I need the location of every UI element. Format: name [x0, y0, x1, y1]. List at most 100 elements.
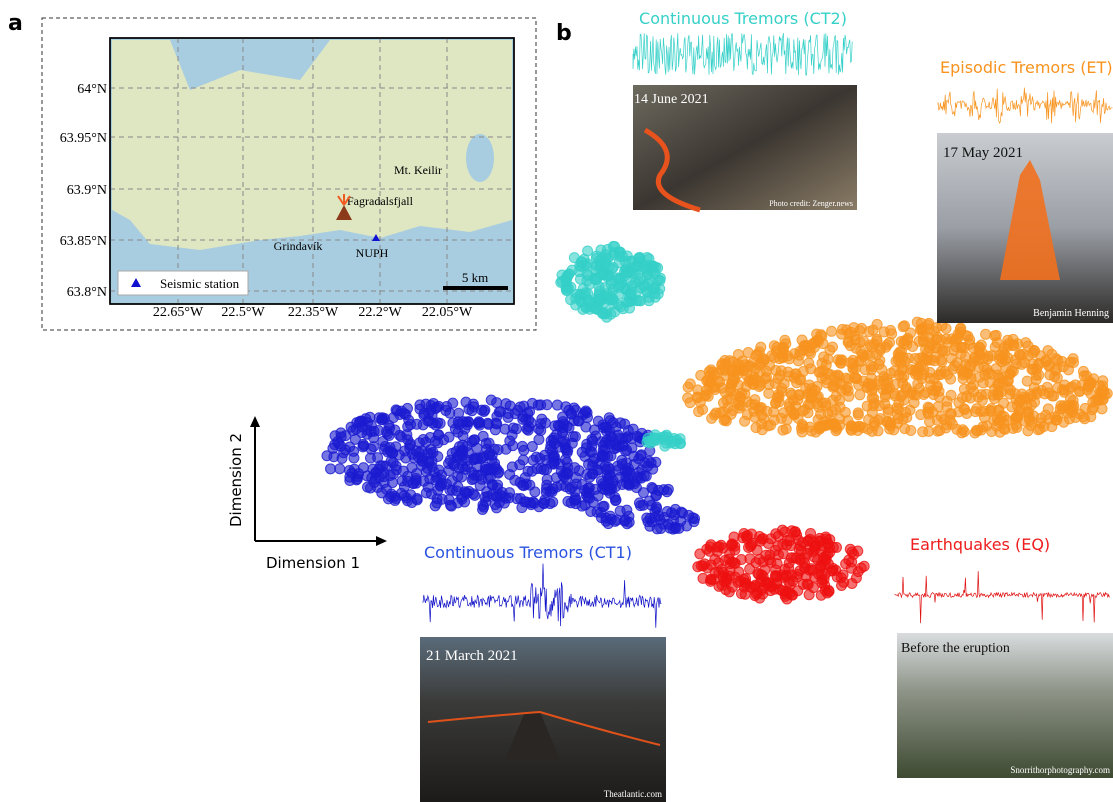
dot: [688, 513, 698, 523]
dot: [920, 354, 930, 364]
dot: [539, 499, 549, 509]
dot: [1031, 370, 1041, 380]
dot: [402, 493, 412, 503]
dot: [1023, 341, 1033, 351]
dot: [877, 365, 887, 375]
dot: [591, 275, 601, 285]
dot: [976, 390, 986, 400]
dot: [966, 362, 976, 372]
dot: [862, 382, 872, 392]
dot: [550, 439, 560, 449]
dot: [955, 324, 965, 334]
dot: [872, 319, 882, 329]
dot: [390, 495, 400, 505]
dot: [992, 338, 1002, 348]
dot: [532, 464, 542, 474]
dot: [795, 566, 805, 576]
dot: [993, 380, 1003, 390]
axis-label: Dimension 2: [227, 433, 245, 527]
dot: [862, 401, 872, 411]
dot: [846, 425, 856, 435]
dot: [1019, 392, 1029, 402]
dot: [959, 404, 969, 414]
dot: [807, 565, 817, 575]
dot: [855, 390, 865, 400]
dot: [676, 507, 686, 517]
dot: [961, 352, 971, 362]
dot: [625, 257, 635, 267]
dot: [1086, 379, 1096, 389]
dot: [1059, 401, 1069, 411]
dot: [662, 487, 672, 497]
dot: [333, 437, 343, 447]
dot: [840, 407, 850, 417]
dot: [789, 373, 799, 383]
dot: [566, 408, 576, 418]
dot: [759, 356, 769, 366]
dot: [824, 586, 834, 596]
photo-date: 14 June 2021: [634, 92, 709, 107]
dot: [752, 545, 762, 555]
lon-label: 22.05°W: [422, 305, 473, 320]
dot: [639, 263, 649, 273]
dot: [692, 392, 702, 402]
dot: [796, 423, 806, 433]
dot: [494, 467, 504, 477]
dot: [843, 337, 853, 347]
dot: [409, 453, 419, 463]
dot: [853, 410, 863, 420]
dot: [452, 486, 462, 496]
dot: [1041, 410, 1051, 420]
dot: [820, 555, 830, 565]
dot: [415, 400, 425, 410]
dot: [923, 407, 933, 417]
dot: [519, 497, 529, 507]
photo-credit: Snorrithorphotography.com: [1010, 765, 1110, 775]
dot: [1087, 405, 1097, 415]
dot: [1034, 358, 1044, 368]
dot: [806, 426, 816, 436]
dot: [580, 451, 590, 461]
dot: [739, 528, 749, 538]
map: 64°N 63.95°N 63.9°N 63.85°N 63.8°N 22.65…: [60, 38, 514, 320]
dot: [1010, 355, 1020, 365]
dot: [827, 566, 837, 576]
dot: [643, 433, 653, 443]
dot: [574, 466, 584, 476]
dot: [704, 381, 714, 391]
dot: [793, 586, 803, 596]
dot: [812, 381, 822, 391]
dot: [892, 410, 902, 420]
dot: [722, 395, 732, 405]
dot: [505, 401, 515, 411]
dot: [771, 529, 781, 539]
dot: [503, 412, 513, 422]
dot: [526, 418, 536, 428]
dot: [433, 451, 443, 461]
dot: [769, 352, 779, 362]
dot: [885, 419, 895, 429]
dot: [862, 350, 872, 360]
dot: [838, 570, 848, 580]
dot: [610, 516, 620, 526]
cluster-title: Episodic Tremors (ET): [940, 58, 1113, 77]
dot: [555, 459, 565, 469]
photo-credit: Photo credit: Zenger.news: [769, 199, 853, 208]
dot: [366, 483, 376, 493]
dot: [542, 474, 552, 484]
dot: [608, 475, 618, 485]
waveform: [938, 88, 1112, 124]
dot: [829, 419, 839, 429]
dot: [648, 484, 658, 494]
dot: [374, 472, 384, 482]
dot: [805, 534, 815, 544]
dot: [607, 432, 617, 442]
dot: [357, 422, 367, 432]
lat-label: 63.85°N: [60, 234, 107, 249]
lon-label: 22.65°W: [153, 305, 204, 320]
dot: [730, 541, 740, 551]
dot: [902, 413, 912, 423]
photo-date: 17 May 2021: [943, 145, 1023, 161]
dot: [602, 312, 612, 322]
dot: [803, 408, 813, 418]
